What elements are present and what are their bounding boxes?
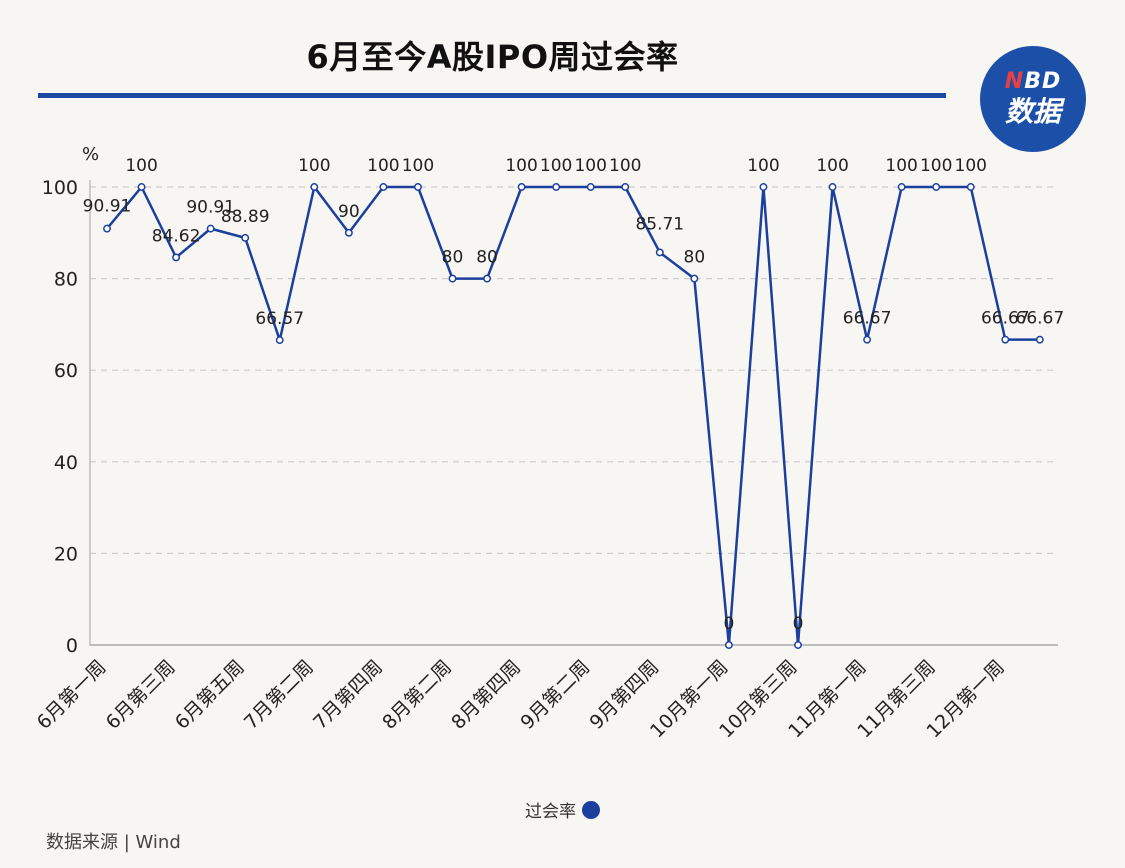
y-tick-labels: 0 20 40 60 80 100 (42, 177, 78, 657)
data-point (828, 183, 837, 191)
legend-label: 过会率 (525, 802, 576, 822)
data-label: 100 (402, 156, 434, 176)
data-point (310, 183, 319, 191)
x-tick-label: 8月第二周 (378, 656, 456, 734)
logo-text-top: NBD (1004, 69, 1062, 94)
x-tick-labels: 6月第一周6月第三周6月第五周7月第二周7月第四周8月第二周8月第四周9月第二周… (33, 656, 1009, 742)
data-label: 66.67 (843, 309, 892, 329)
data-label: 80 (476, 248, 498, 268)
y-tick-label: 20 (54, 543, 78, 565)
legend-marker (582, 800, 600, 819)
data-label: 100 (125, 156, 157, 176)
data-label: 100 (505, 156, 537, 176)
x-tick-label: 8月第四周 (447, 656, 525, 734)
data-label: 84.62 (152, 226, 201, 246)
legend: 过会率 (0, 797, 1125, 822)
data-label: 90 (338, 202, 360, 222)
series-line-path (106, 185, 1040, 647)
data-point (621, 183, 630, 191)
x-tick-label: 7月第四周 (309, 656, 387, 734)
data-point (344, 228, 353, 237)
data-label: 100 (747, 156, 779, 176)
series-points (103, 183, 1044, 649)
data-point (241, 233, 250, 242)
data-point (103, 224, 111, 233)
x-tick-label: 7月第二周 (240, 656, 318, 734)
y-tick-label: 60 (54, 360, 78, 382)
data-point (379, 183, 388, 191)
data-label: 100 (298, 156, 330, 176)
y-tick-label: 100 (42, 177, 78, 199)
data-point (863, 335, 872, 344)
data-label: 80 (442, 248, 464, 268)
data-point (794, 641, 802, 649)
logo-text-bottom: 数据 (1004, 95, 1061, 128)
data-label: 100 (920, 156, 952, 176)
data-point (1035, 335, 1044, 344)
y-axis-label: % (82, 144, 99, 165)
data-label: 90.91 (83, 197, 132, 217)
data-point (483, 274, 491, 283)
data-point (448, 274, 457, 283)
data-point (655, 248, 664, 257)
data-label: 100 (574, 156, 606, 176)
data-label: 0 (723, 614, 734, 634)
axes (89, 180, 1058, 646)
data-label: 90.91 (186, 198, 235, 218)
data-point (552, 183, 561, 191)
data-label: 66.57 (255, 309, 304, 329)
data-point (206, 224, 215, 233)
x-tick-label: 6月第一周 (33, 656, 111, 734)
data-point (414, 183, 422, 191)
data-point (172, 253, 181, 262)
source-note: 数据来源 | Wind (46, 832, 181, 853)
data-point (690, 274, 699, 283)
data-label: 100 (955, 156, 987, 176)
data-point (137, 183, 146, 191)
data-label: 100 (816, 156, 848, 176)
data-point (897, 183, 906, 191)
data-point (932, 183, 941, 191)
data-label: 100 (367, 156, 399, 176)
data-label: 100 (540, 156, 572, 176)
y-tick-label: 0 (66, 635, 78, 657)
data-label: 66.67 (1016, 309, 1065, 329)
series-line (106, 185, 1040, 647)
data-point (724, 641, 733, 649)
y-tick-label: 40 (54, 452, 78, 474)
grid-lines (90, 186, 1058, 555)
data-label: 80 (684, 248, 706, 268)
data-point (759, 183, 768, 191)
x-tick-label: 9月第二周 (516, 656, 594, 734)
data-label: 88.89 (221, 207, 270, 227)
data-label: 100 (885, 156, 917, 176)
data-point (275, 336, 284, 345)
data-point (1001, 335, 1010, 344)
data-label: 100 (609, 156, 641, 176)
x-tick-label: 6月第五周 (171, 656, 249, 734)
data-label: 66.67 (981, 309, 1030, 329)
x-tick-label: 6月第三周 (102, 656, 180, 734)
data-point (966, 183, 975, 191)
title-underline (38, 93, 946, 98)
y-tick-label: 80 (54, 269, 78, 291)
nbd-logo: NBD 数据 (980, 46, 1086, 152)
data-label: 85.71 (635, 214, 684, 234)
page-title: 6月至今A股IPO周过会率 (306, 38, 679, 76)
data-point (586, 183, 595, 191)
data-point (517, 183, 526, 191)
data-label: 0 (793, 614, 804, 634)
